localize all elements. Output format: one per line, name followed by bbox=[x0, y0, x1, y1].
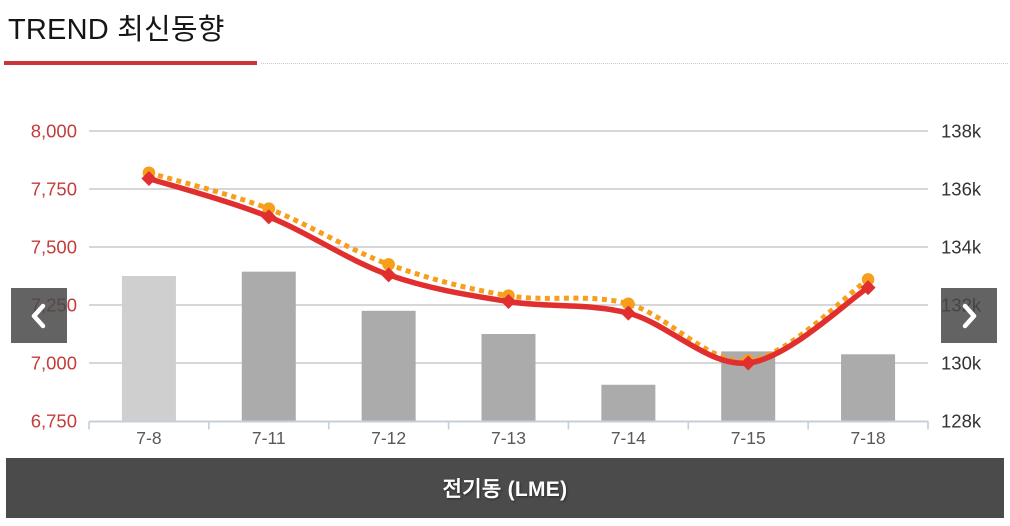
title-underline bbox=[4, 61, 257, 65]
orange-circle-marker bbox=[622, 297, 635, 311]
bar bbox=[841, 354, 896, 421]
bar bbox=[361, 310, 416, 421]
y-axis-right-tick-label: 134k bbox=[941, 237, 982, 258]
bar bbox=[121, 276, 176, 421]
red-diamond-marker bbox=[381, 267, 397, 283]
y-axis-right-tick-label: 138k bbox=[941, 121, 982, 142]
red-diamond-marker bbox=[860, 280, 876, 296]
x-axis-category-label: 7-13 bbox=[491, 428, 526, 448]
red-diamond-marker bbox=[620, 305, 636, 321]
carousel-prev-button[interactable] bbox=[11, 288, 67, 343]
chart-caption-label: 전기동 (LME) bbox=[442, 478, 568, 501]
chevron-left-icon bbox=[31, 303, 46, 328]
y-axis-left-tick-label: 7,000 bbox=[31, 353, 77, 374]
red-diamond-marker bbox=[740, 355, 756, 371]
y-axis-left-tick-label: 7,500 bbox=[31, 237, 77, 258]
chart-caption-bar: 전기동 (LME) bbox=[6, 458, 1004, 518]
x-axis-category-label: 7-15 bbox=[731, 428, 766, 448]
page-title: TREND 최신동향 bbox=[8, 14, 225, 46]
y-axis-left-tick-label: 7,750 bbox=[31, 179, 77, 200]
orange-circle-marker bbox=[382, 258, 395, 271]
y-axis-left-tick-label: 6,750 bbox=[31, 411, 77, 432]
orange-circle-marker bbox=[861, 273, 875, 286]
y-axis-left-tick-label: 8,000 bbox=[31, 121, 77, 142]
y-axis-right-tick-label: 136k bbox=[941, 179, 982, 200]
y-axis-right-tick-label: 130k bbox=[941, 353, 982, 374]
red-diamond-marker bbox=[261, 209, 277, 225]
chevron-right-icon bbox=[962, 303, 977, 328]
red-diamond-marker bbox=[501, 294, 516, 310]
bar bbox=[481, 334, 536, 421]
y-axis-right-tick-label: 128k bbox=[941, 411, 982, 432]
orange-circle-marker bbox=[262, 202, 276, 216]
bar bbox=[601, 384, 656, 421]
x-axis-category-label: 7-18 bbox=[851, 428, 886, 448]
red-diamond-marker bbox=[141, 171, 157, 187]
x-axis-category-label: 7-8 bbox=[136, 428, 161, 448]
carousel-next-button[interactable] bbox=[941, 288, 997, 343]
x-axis-category-label: 7-12 bbox=[371, 428, 406, 448]
title-divider-dotted bbox=[261, 63, 1008, 64]
x-axis-category-label: 7-11 bbox=[252, 428, 286, 448]
bar bbox=[241, 271, 296, 421]
x-axis-category-label: 7-14 bbox=[611, 428, 646, 448]
